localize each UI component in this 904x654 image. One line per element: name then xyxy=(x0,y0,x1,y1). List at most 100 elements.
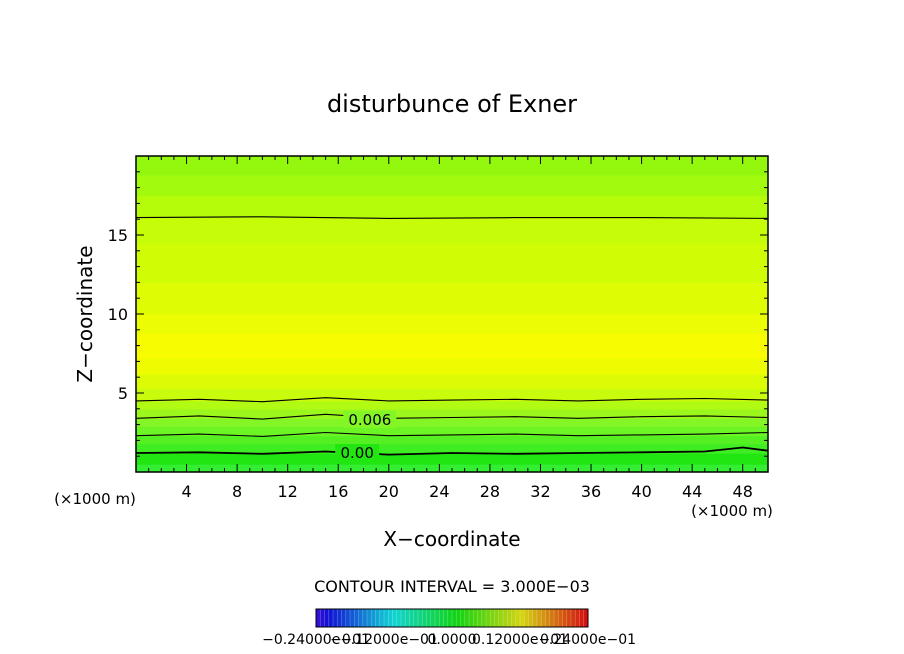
contour-line-0 xyxy=(136,446,768,456)
colorbar-swatch xyxy=(528,609,534,627)
colorbar-swatch xyxy=(316,609,321,627)
fill-band-4 xyxy=(136,426,768,437)
colorbar-label: 0.0000 xyxy=(428,632,477,648)
colorbar-label: 0.24000e−01 xyxy=(540,632,636,648)
fill-band-11 xyxy=(136,332,768,359)
colorbar-swatch xyxy=(392,609,398,627)
x-tick-label: 44 xyxy=(682,482,702,501)
colorbar-swatch xyxy=(447,609,453,627)
colorbar-swatch xyxy=(320,609,325,627)
colorbar-swatch xyxy=(430,609,436,627)
colorbar-swatch xyxy=(464,609,470,627)
colorbar-swatch xyxy=(443,609,449,627)
fill-band-16 xyxy=(136,195,768,219)
colorbar-label: −0.24000e−01 xyxy=(262,632,370,648)
contour-line-4 xyxy=(136,216,768,219)
colorbar-label: 0.12000e−01 xyxy=(472,632,568,648)
contour-interval-label: CONTOUR INTERVAL = 3.000E−03 xyxy=(314,577,590,596)
colorbar-swatch xyxy=(515,609,521,627)
colorbar-swatch xyxy=(350,609,355,627)
colorbar-swatch xyxy=(562,609,568,627)
colorbar-swatch xyxy=(481,609,487,627)
colorbar-swatch xyxy=(405,609,410,627)
colorbar-swatch xyxy=(337,609,342,627)
colorbar-swatch xyxy=(524,609,529,627)
contour-label-1: 0.00 xyxy=(340,444,373,462)
colorbar-swatch xyxy=(541,609,546,627)
contour-label-0: 0.006 xyxy=(348,411,391,429)
fill-band-7 xyxy=(136,400,768,410)
colorbar-swatch xyxy=(354,609,359,627)
fill-band-1 xyxy=(136,453,768,465)
fill-band-8 xyxy=(136,388,768,402)
colorbar-swatch xyxy=(375,609,381,627)
colorbar-swatch xyxy=(477,609,483,627)
colorbar-swatch xyxy=(379,609,385,627)
colorbar-swatch xyxy=(558,609,563,627)
fill-band-9 xyxy=(136,374,768,389)
colorbar-swatch xyxy=(371,609,376,627)
contour-lines xyxy=(136,216,768,456)
fill-band-13 xyxy=(136,282,768,315)
fill-band-5 xyxy=(136,418,768,427)
colorbar-swatch xyxy=(490,609,495,627)
colorbar-swatch xyxy=(324,609,330,627)
colorbar-swatch xyxy=(418,609,423,627)
colorbar-swatch xyxy=(358,609,364,627)
colorbar-swatch xyxy=(456,609,461,627)
x-tick-label: 8 xyxy=(232,482,242,501)
x-tick-label: 32 xyxy=(530,482,550,501)
colorbar-swatch xyxy=(409,609,415,627)
colorbar-swatch xyxy=(435,609,440,627)
colorbar-swatch xyxy=(422,609,427,627)
fill-band-6 xyxy=(136,408,768,419)
x-tick-label: 48 xyxy=(733,482,753,501)
fill-band-2 xyxy=(136,443,768,454)
x-tick-label: 12 xyxy=(278,482,298,501)
fill-band-14 xyxy=(136,242,768,283)
x-tick-label: 16 xyxy=(328,482,348,501)
colorbar-swatch xyxy=(579,609,585,627)
x-unit-left: (×1000 m) xyxy=(54,490,136,508)
colorbar-frame xyxy=(315,608,589,628)
colorbar-swatch xyxy=(396,609,402,627)
x-tick-label: 40 xyxy=(631,482,651,501)
colorbar-swatch xyxy=(341,609,347,627)
x-axis: 4 8 12 16 20 24 28 32 36 40 44 48 xyxy=(148,156,756,501)
fill-band-3 xyxy=(136,435,768,445)
colorbar-swatch xyxy=(426,609,432,627)
fill-band-15 xyxy=(136,217,768,244)
colorbar-swatch xyxy=(511,609,517,627)
colorbar-swatch xyxy=(328,609,334,627)
colorbar-swatch xyxy=(413,609,419,627)
contour-line-3 xyxy=(136,397,768,403)
fill-band-17 xyxy=(136,174,768,197)
colorbar-swatch xyxy=(486,609,491,627)
chart-title: disturbunce of Exner xyxy=(327,90,577,118)
colorbar-swatch xyxy=(507,609,512,627)
colorbar-swatch xyxy=(469,609,474,627)
contour-labels: 0.006 0.00 xyxy=(335,410,397,462)
colorbar-swatch xyxy=(532,609,538,627)
colorbar-swatch xyxy=(345,609,351,627)
fill-band-12 xyxy=(136,314,768,334)
colorbar-swatch xyxy=(460,609,466,627)
color-fill xyxy=(136,156,768,472)
colorbar-swatch xyxy=(401,609,406,627)
colorbar-swatch xyxy=(384,609,389,627)
colorbar-swatch xyxy=(367,609,372,627)
colorbar-swatch xyxy=(545,609,551,627)
contour-line-1 xyxy=(136,431,768,437)
colorbar xyxy=(315,609,589,627)
colorbar-swatch xyxy=(575,609,580,627)
x-tick-label: 36 xyxy=(581,482,601,501)
x-axis-label: X−coordinate xyxy=(383,527,520,551)
colorbar-labels: −0.24000e−01−0.12000e−010.00000.12000e−0… xyxy=(262,632,636,648)
colorbar-swatch xyxy=(549,609,555,627)
colorbar-swatch xyxy=(571,609,576,627)
colorbar-swatch xyxy=(583,609,589,627)
y-axis-label: Z−coordinate xyxy=(73,245,97,382)
colorbar-swatch xyxy=(494,609,500,627)
colorbar-swatch xyxy=(520,609,525,627)
x-unit-right: (×1000 m) xyxy=(691,502,773,520)
